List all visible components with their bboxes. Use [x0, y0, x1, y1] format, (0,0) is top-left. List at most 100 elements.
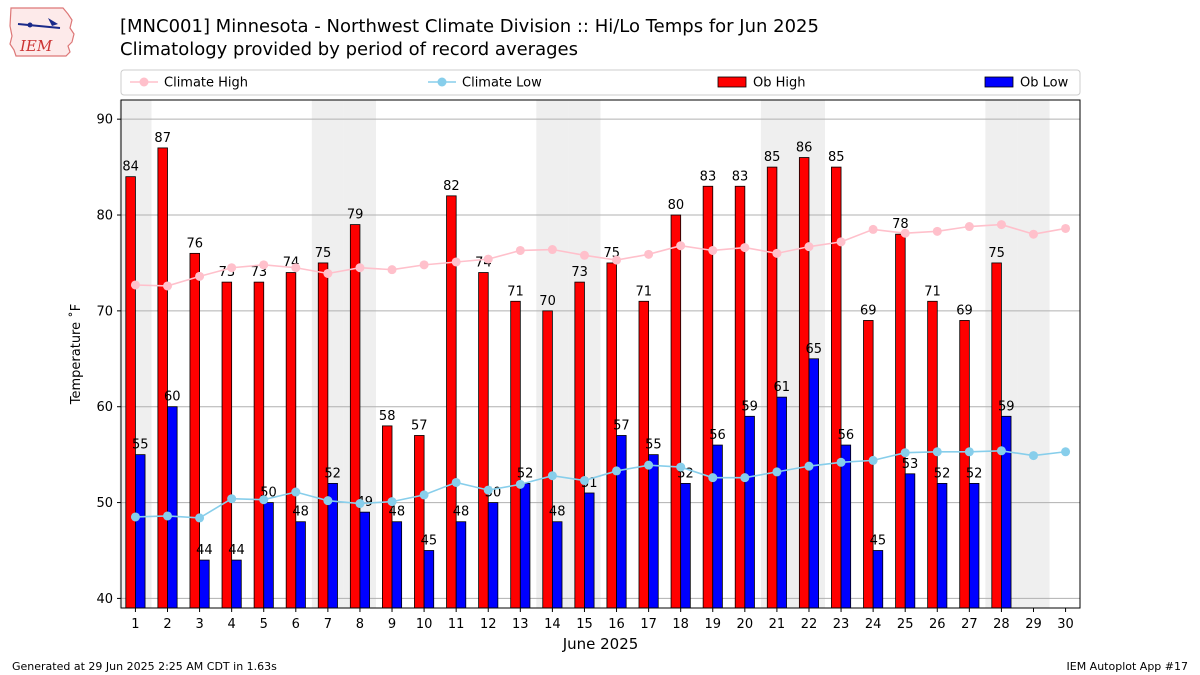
point-climate-high [772, 248, 782, 258]
point-climate-low [163, 511, 173, 521]
point-climate-low [451, 477, 461, 487]
data-label: 69 [860, 303, 877, 318]
point-climate-low [868, 455, 878, 465]
data-label: 44 [196, 543, 213, 558]
bar-ob-high [606, 262, 617, 609]
iem-logo: IEM [9, 7, 75, 57]
bar-ob-high [414, 435, 425, 609]
bar-ob-high [542, 310, 553, 609]
data-label: 48 [549, 505, 566, 520]
bar-ob-low [135, 454, 146, 609]
bar-ob-high [991, 262, 1002, 609]
bar-ob-low [936, 482, 948, 609]
x-tick-label: 10 [416, 617, 433, 632]
data-label: 52 [324, 466, 341, 481]
data-label: 44 [228, 543, 245, 558]
legend-entry: Climate Low [462, 76, 542, 91]
point-climate-high [195, 271, 205, 281]
bar-ob-high [285, 272, 297, 609]
y-tick-label: 50 [96, 496, 113, 511]
legend-entry: Climate High [164, 76, 248, 91]
bar-ob-high [317, 262, 329, 609]
point-climate-high [932, 226, 942, 236]
data-label: 71 [507, 284, 524, 299]
chart-subtitle: Climatology provided by period of record… [120, 39, 578, 60]
x-tick-label: 18 [672, 617, 689, 632]
point-climate-low [291, 487, 301, 497]
data-label: 57 [613, 418, 630, 433]
data-label: 78 [892, 217, 909, 232]
data-label: 65 [806, 342, 823, 357]
point-climate-high [1061, 223, 1071, 233]
point-climate-high [515, 245, 525, 255]
point-climate-low [195, 513, 205, 523]
point-climate-high [355, 263, 365, 273]
point-climate-high [579, 250, 589, 260]
bar-ob-high [638, 300, 650, 609]
data-label: 70 [539, 294, 556, 309]
point-climate-low [1028, 451, 1038, 461]
x-tick-label: 9 [388, 617, 396, 632]
data-label: 76 [186, 236, 203, 251]
point-climate-high [1028, 229, 1038, 239]
x-tick-label: 1 [131, 617, 139, 632]
bar-ob-high [574, 281, 585, 609]
x-tick-label: 19 [704, 617, 721, 632]
bar-ob-low [231, 559, 242, 609]
point-climate-high [996, 220, 1006, 230]
point-climate-low [323, 496, 333, 506]
data-label: 85 [828, 150, 845, 165]
data-label: 48 [453, 505, 470, 520]
bar-ob-low [616, 435, 627, 609]
bar-ob-high [125, 176, 136, 609]
point-climate-high [323, 268, 333, 278]
data-label: 48 [292, 505, 309, 520]
x-tick-label: 27 [961, 617, 978, 632]
point-climate-high [612, 255, 622, 265]
x-axis-label: June 2025 [562, 635, 639, 653]
legend-swatch [984, 76, 1014, 88]
data-label: 73 [571, 265, 588, 280]
point-climate-low [964, 447, 974, 457]
data-label: 84 [122, 160, 139, 175]
x-tick-label: 8 [356, 617, 364, 632]
point-climate-high [676, 241, 686, 251]
x-tick-label: 21 [769, 617, 786, 632]
legend-marker [437, 77, 447, 87]
bar-ob-high [221, 281, 233, 609]
x-tick-label: 24 [865, 617, 882, 632]
weekend-band [1017, 100, 1050, 608]
data-label: 83 [732, 169, 749, 184]
x-tick-label: 23 [833, 617, 850, 632]
point-climate-low [772, 467, 782, 477]
data-label: 56 [838, 428, 855, 443]
bar-ob-low [423, 550, 435, 609]
bar-ob-low [680, 482, 691, 609]
point-climate-low [740, 473, 750, 483]
data-label: 80 [668, 198, 685, 213]
bar-ob-low [744, 415, 755, 609]
bar-ob-low [551, 521, 563, 609]
point-climate-low [612, 466, 622, 476]
point-climate-low [676, 462, 686, 472]
point-climate-high [163, 281, 173, 291]
bar-ob-high [959, 320, 970, 609]
bar-ob-low [808, 358, 820, 609]
y-tick-label: 40 [96, 592, 113, 607]
x-tick-label: 22 [801, 617, 818, 632]
y-tick-label: 60 [96, 400, 113, 415]
data-label: 59 [741, 399, 758, 414]
x-tick-label: 13 [512, 617, 529, 632]
point-climate-low [708, 473, 718, 483]
point-climate-low [483, 485, 493, 495]
point-climate-high [836, 237, 846, 247]
point-climate-high [868, 224, 878, 234]
data-label: 53 [902, 457, 919, 472]
data-label: 82 [443, 179, 460, 194]
point-climate-low [419, 490, 429, 500]
data-label: 52 [966, 466, 983, 481]
data-label: 48 [389, 505, 406, 520]
x-tick-label: 12 [480, 617, 497, 632]
data-label: 71 [636, 284, 653, 299]
bar-ob-high [478, 272, 489, 609]
